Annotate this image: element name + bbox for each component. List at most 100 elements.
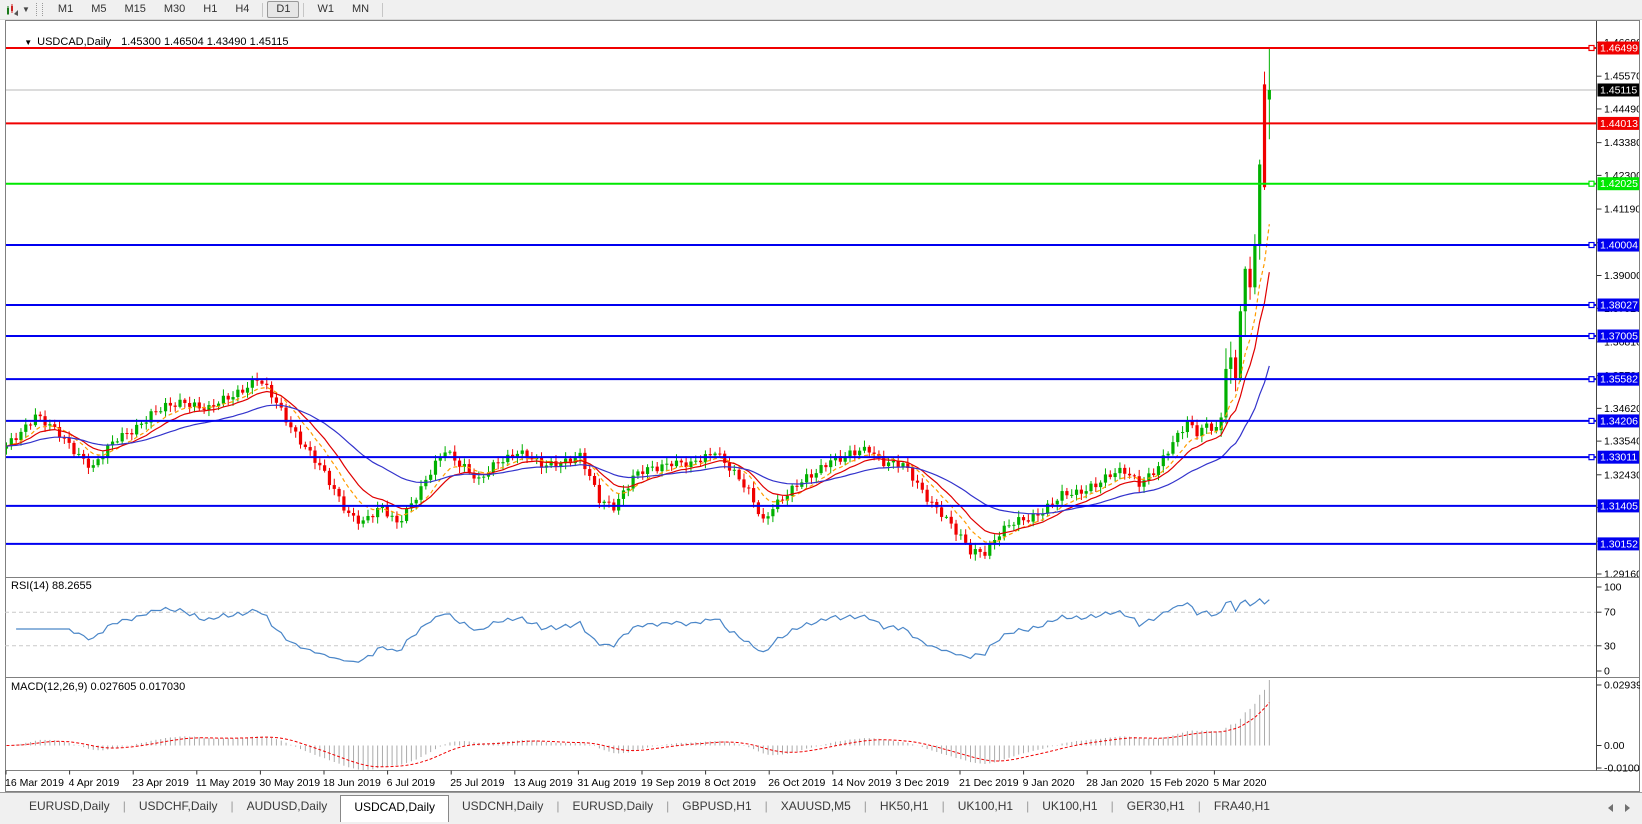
tab-separator: | bbox=[941, 799, 945, 813]
chart-header: ▼ USDCAD,Daily 1.45300 1.46504 1.43490 1.4… bbox=[12, 24, 288, 60]
svg-text:13 Aug 2019: 13 Aug 2019 bbox=[514, 777, 573, 789]
svg-text:4 Apr 2019: 4 Apr 2019 bbox=[69, 777, 120, 789]
svg-text:1.30152: 1.30152 bbox=[1600, 538, 1638, 550]
svg-text:100: 100 bbox=[1604, 582, 1622, 594]
tabs-scroll-right-icon[interactable] bbox=[1625, 804, 1630, 812]
hline-handle[interactable] bbox=[1588, 417, 1595, 425]
macd-histogram bbox=[10, 680, 1270, 770]
svg-text:1.45115: 1.45115 bbox=[1600, 84, 1637, 96]
svg-text:21 Dec 2019: 21 Dec 2019 bbox=[959, 777, 1019, 789]
tab-gbpusd-h1[interactable]: GBPUSD,H1 bbox=[682, 799, 752, 813]
timeframe-button-m30[interactable]: M30 bbox=[163, 3, 186, 15]
tab-separator: | bbox=[1110, 799, 1114, 813]
svg-text:0.029399: 0.029399 bbox=[1604, 680, 1640, 692]
svg-text:14 Nov 2019: 14 Nov 2019 bbox=[832, 777, 892, 789]
hline-handle[interactable] bbox=[1588, 44, 1595, 52]
timeframe-button-mn[interactable]: MN bbox=[351, 3, 370, 15]
rsi-line bbox=[16, 597, 1270, 663]
svg-text:6 Jul 2019: 6 Jul 2019 bbox=[387, 777, 436, 789]
chart-tabbar: EURUSD,Daily | USDCHF,Daily | AUDUSD,Daily US… bbox=[0, 792, 1642, 824]
tab-eurusd-daily[interactable]: EURUSD,Daily bbox=[572, 799, 654, 813]
tab-usdcnh-daily[interactable]: USDCNH,Daily bbox=[462, 799, 544, 813]
symbol-dropdown-icon[interactable]: ▼ bbox=[24, 38, 33, 47]
toolbar-grip[interactable] bbox=[35, 3, 43, 16]
svg-text:8 Oct 2019: 8 Oct 2019 bbox=[705, 777, 757, 789]
timeframe-button-w1[interactable]: W1 bbox=[317, 3, 334, 15]
date-axis: 16 Mar 2019 4 Apr 2019 23 Apr 2019 11 May 2… bbox=[5, 770, 1267, 789]
svg-text:1.35582: 1.35582 bbox=[1600, 374, 1638, 386]
horizontal-levels: 1.46499 1.44013 1.42025 1.40004 1.38027 1.370… bbox=[5, 41, 1641, 551]
svg-text:18 Jun 2019: 18 Jun 2019 bbox=[323, 777, 381, 789]
svg-text:16 Mar 2019: 16 Mar 2019 bbox=[5, 777, 64, 789]
chart-tabs: EURUSD,Daily | USDCHF,Daily | AUDUSD,Daily US… bbox=[16, 795, 1283, 822]
svg-text:1.37005: 1.37005 bbox=[1600, 331, 1638, 343]
dropdown-caret-icon[interactable]: ▼ bbox=[22, 5, 30, 14]
svg-text:11 May 2019: 11 May 2019 bbox=[196, 777, 256, 789]
timeframe-button-m5[interactable]: M5 bbox=[91, 3, 107, 15]
chart-window[interactable]: 1.466801.455701.444901.433801.423001.411… bbox=[5, 20, 1642, 792]
new-chart-icon[interactable] bbox=[5, 3, 19, 17]
svg-text:23 Apr 2019: 23 Apr 2019 bbox=[132, 777, 189, 789]
tab-separator: | bbox=[764, 799, 768, 813]
tab-separator: | bbox=[122, 799, 126, 813]
tab-usdcad-daily[interactable]: USDCAD,Daily bbox=[340, 795, 449, 822]
svg-text:1.44490: 1.44490 bbox=[1604, 103, 1640, 115]
tab-uk100-h1[interactable]: UK100,H1 bbox=[957, 799, 1014, 813]
svg-text:1.41190: 1.41190 bbox=[1604, 204, 1640, 216]
tab-hk50-h1[interactable]: HK50,H1 bbox=[879, 799, 929, 813]
hline-handle[interactable] bbox=[1588, 241, 1595, 249]
hline-handle[interactable] bbox=[1588, 301, 1595, 309]
svg-text:1.33540: 1.33540 bbox=[1604, 436, 1640, 448]
svg-text:25 Jul 2019: 25 Jul 2019 bbox=[450, 777, 504, 789]
svg-text:1.44013: 1.44013 bbox=[1600, 118, 1638, 130]
tab-usdchf-daily[interactable]: USDCHF,Daily bbox=[138, 799, 218, 813]
ma-fast-line[interactable] bbox=[6, 224, 1270, 544]
ma-mid-line[interactable] bbox=[6, 272, 1270, 535]
svg-text:1.32430: 1.32430 bbox=[1604, 469, 1640, 481]
svg-text:30: 30 bbox=[1604, 640, 1616, 652]
svg-text:28 Jan 2020: 28 Jan 2020 bbox=[1086, 777, 1144, 789]
svg-text:1.34206: 1.34206 bbox=[1600, 415, 1638, 427]
timeframe-button-d1[interactable]: D1 bbox=[267, 1, 300, 18]
timeframe-button-h1[interactable]: H1 bbox=[203, 3, 218, 15]
macd-signal-line bbox=[6, 702, 1270, 768]
svg-text:31 Aug 2019: 31 Aug 2019 bbox=[577, 777, 636, 789]
tab-uk100-h1[interactable]: UK100,H1 bbox=[1042, 799, 1098, 813]
tab-eurusd-daily[interactable]: EURUSD,Daily bbox=[29, 799, 110, 813]
svg-text:9 Jan 2020: 9 Jan 2020 bbox=[1023, 777, 1075, 789]
macd-indicator-label: MACD(12,26,9) 0.027605 0.017030 bbox=[11, 681, 186, 693]
timeframe-button-m15[interactable]: M15 bbox=[124, 3, 146, 15]
tabs-scroll-left-icon[interactable] bbox=[1608, 804, 1613, 812]
toolbar: ▼ M1 M5 M15 M30 H1 H4 D1 W1 MN bbox=[0, 0, 1642, 20]
hline-handle[interactable] bbox=[1588, 454, 1595, 461]
svg-text:15 Feb 2020: 15 Feb 2020 bbox=[1150, 777, 1209, 789]
tab-scroll-arrows bbox=[1608, 795, 1642, 812]
tab-ger30-h1[interactable]: GER30,H1 bbox=[1126, 799, 1185, 813]
hline-handle[interactable] bbox=[1588, 376, 1595, 383]
tab-xauusd-m5[interactable]: XAUUSD,M5 bbox=[780, 799, 851, 813]
tab-audusd-daily[interactable]: AUDUSD,Daily bbox=[246, 799, 328, 813]
timeframe-button-m1[interactable]: M1 bbox=[57, 3, 74, 15]
svg-text:1.39000: 1.39000 bbox=[1604, 270, 1640, 282]
svg-text:3 Dec 2019: 3 Dec 2019 bbox=[895, 777, 949, 789]
tab-separator: | bbox=[1197, 799, 1201, 813]
svg-text:26 Oct 2019: 26 Oct 2019 bbox=[768, 777, 825, 789]
svg-text:1.34620: 1.34620 bbox=[1604, 403, 1640, 415]
svg-text:70: 70 bbox=[1604, 607, 1616, 619]
tab-separator: | bbox=[230, 799, 234, 813]
hline-handle[interactable] bbox=[1588, 332, 1595, 340]
svg-text:1.40004: 1.40004 bbox=[1600, 240, 1638, 252]
hline-handle[interactable] bbox=[1588, 180, 1595, 187]
svg-text:0.00: 0.00 bbox=[1604, 740, 1625, 752]
timeframe-button-h4[interactable]: H4 bbox=[235, 3, 250, 15]
symbol-label: USDCAD,Daily bbox=[37, 36, 112, 48]
tab-fra40-h1[interactable]: FRA40,H1 bbox=[1213, 799, 1270, 813]
svg-text:0: 0 bbox=[1604, 666, 1610, 678]
rsi-indicator-label: RSI(14) 88.2655 bbox=[11, 580, 92, 592]
svg-text:1.43380: 1.43380 bbox=[1604, 137, 1640, 149]
svg-text:1.46499: 1.46499 bbox=[1600, 43, 1638, 55]
tab-separator: | bbox=[1026, 799, 1030, 813]
svg-text:19 Sep 2019: 19 Sep 2019 bbox=[641, 777, 701, 789]
chart-canvas[interactable]: 1.466801.455701.444901.433801.423001.411… bbox=[5, 20, 1642, 792]
macd-axis: 0.029399 0.00 -0.010075 bbox=[1597, 680, 1642, 775]
